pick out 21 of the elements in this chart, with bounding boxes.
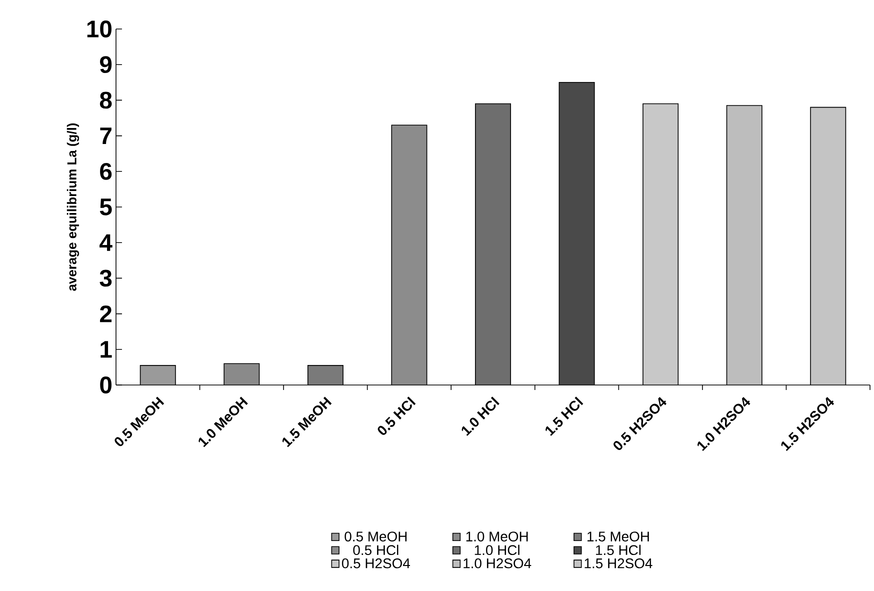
legend-label: 0.5 H2SO4 xyxy=(342,558,410,568)
legend-label: 1.5 MeOH xyxy=(588,532,649,542)
y-tick-label: 4 xyxy=(100,234,112,251)
y-tick-label: 0 xyxy=(100,376,112,394)
y-tick-label: 6 xyxy=(100,162,112,180)
y-tick-label: 5 xyxy=(100,198,112,216)
legend-label: 1.5 HCl xyxy=(596,544,641,556)
legend-label: 1.5 H2SO4 xyxy=(584,558,652,568)
y-tick-label: 7 xyxy=(100,128,112,144)
legend-label: 1.0 H2SO4 xyxy=(464,558,532,568)
legend-label: 1.0 HCl xyxy=(474,544,520,556)
legend-label: 0.5 MeOH xyxy=(344,532,407,542)
y-tick-label: 3 xyxy=(100,270,112,287)
y-tick-label: 2 xyxy=(100,305,112,322)
legend-label: 1.0 MeOH xyxy=(466,532,528,542)
y-tick-label: 8 xyxy=(100,92,112,109)
y-tick-label: 1 xyxy=(100,341,112,358)
y-axis-title: average equilibrium La (g/l) xyxy=(66,123,80,291)
y-tick-label: 10 xyxy=(87,20,112,38)
legend-label: 0.5 HCl xyxy=(353,544,398,556)
y-tick-label: 9 xyxy=(100,56,112,74)
